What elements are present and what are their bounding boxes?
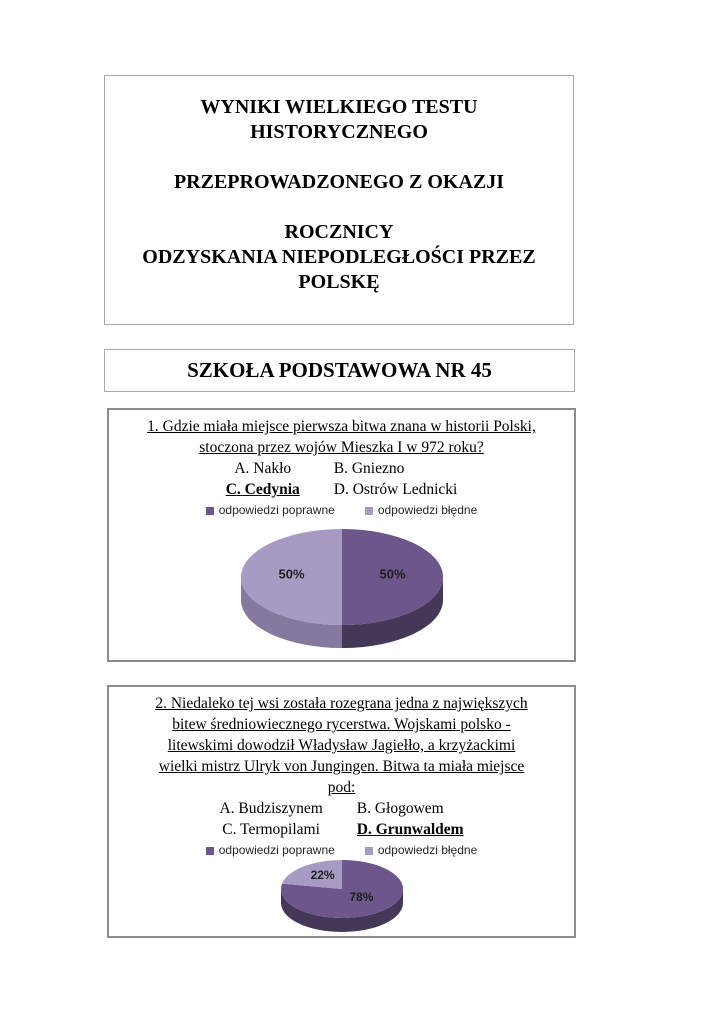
- title-line: PRZEPROWADZONEGO Z OKAZJI: [173, 171, 505, 193]
- question-line: stoczona przez wojów Mieszka I w 972 rok…: [199, 439, 484, 456]
- chart-2-area: 78% 22%: [109, 859, 574, 937]
- question-line: pod:: [327, 779, 356, 796]
- pie-slice: [240, 529, 342, 625]
- chart-1-area: 50% 50%: [109, 527, 574, 651]
- pie-value-label: 78%: [349, 890, 373, 904]
- question-line: bitew średniowiecznego rycerstwa. Wojska…: [172, 716, 511, 733]
- legend-item-wrong: odpowiedzi błędne: [364, 500, 478, 521]
- legend-label-correct: odpowiedzi poprawne: [218, 503, 335, 517]
- pie-chart-question-2: 78% 22%: [280, 860, 403, 932]
- legend-label-wrong: odpowiedzi błędne: [377, 503, 478, 517]
- legend-item-wrong: odpowiedzi błędne: [364, 840, 478, 861]
- question-2-box: 2. Niedaleko tej wsi została rozegrana j…: [107, 685, 576, 938]
- title-line: ODZYSKANIA NIEPODLEGŁOŚCI PRZEZ: [142, 246, 536, 268]
- legend-swatch-correct: [205, 846, 214, 855]
- chart-1-legend: odpowiedzi poprawne odpowiedzi błędne: [109, 503, 574, 518]
- question-line: wielki mistrz Ulryk von Jungingen. Bitwa…: [158, 758, 525, 775]
- question-2-answers: A. Budziszynem B. Głogowem C. Termopilam…: [219, 798, 463, 840]
- pie-slice: [281, 860, 342, 889]
- answer-option-d: D. Ostrów Lednicki: [333, 481, 458, 498]
- legend-item-correct: odpowiedzi poprawne: [205, 840, 335, 861]
- pie-slice: [341, 577, 443, 648]
- school-name: SZKOŁA PODSTAWOWA NR 45: [187, 358, 492, 382]
- title-line-spacer: [105, 195, 573, 220]
- title-line: POLSKĘ: [298, 271, 380, 293]
- answer-option-b: B. Gniezno: [333, 460, 405, 477]
- legend-swatch-wrong: [364, 846, 373, 855]
- legend-swatch-correct: [205, 506, 214, 515]
- question-1-answers: A. Nakło B. Gniezno C. Cedynia D. Ostrów…: [226, 458, 458, 500]
- pie-slice: [341, 529, 443, 625]
- answer-option-d-correct: D. Grunwaldem: [356, 821, 464, 838]
- pie-value-label: 50%: [379, 567, 405, 582]
- answer-option-a: A. Nakło: [234, 460, 292, 477]
- chart-2-legend: odpowiedzi poprawne odpowiedzi błędne: [109, 843, 574, 858]
- legend-label-wrong: odpowiedzi błędne: [377, 843, 478, 857]
- question-2-text: 2. Niedaleko tej wsi została rozegrana j…: [109, 693, 574, 798]
- answer-option-a: A. Budziszynem: [219, 800, 323, 817]
- pie-slice: [280, 889, 403, 932]
- answer-option-c-correct: C. Cedynia: [225, 481, 300, 498]
- school-name-box: SZKOŁA PODSTAWOWA NR 45: [104, 349, 575, 392]
- question-line: 1. Gdzie miała miejsce pierwsza bitwa zn…: [147, 418, 536, 435]
- question-line: 2. Niedaleko tej wsi została rozegrana j…: [155, 695, 528, 712]
- pie-value-label: 50%: [278, 567, 304, 582]
- pie-slice: [240, 577, 342, 648]
- pie-chart-question-1: 50% 50%: [240, 529, 443, 648]
- title-line-spacer: [105, 145, 573, 170]
- title-line: HISTORYCZNEGO: [250, 121, 428, 143]
- pie-value-label: 22%: [310, 868, 334, 882]
- question-line: litewskimi dowodził Władysław Jagiełło, …: [167, 737, 516, 754]
- pie-slice: [280, 860, 403, 918]
- title-line: ROCZNICY: [284, 221, 394, 243]
- question-1-text: 1. Gdzie miała miejsce pierwsza bitwa zn…: [109, 416, 574, 458]
- legend-swatch-wrong: [364, 506, 373, 515]
- title-line: WYNIKI WIELKIEGO TESTU: [200, 96, 478, 118]
- title-box: WYNIKI WIELKIEGO TESTU HISTORYCZNEGO PRZ…: [104, 75, 574, 325]
- legend-item-correct: odpowiedzi poprawne: [205, 500, 335, 521]
- legend-label-correct: odpowiedzi poprawne: [218, 843, 335, 857]
- question-1-box: 1. Gdzie miała miejsce pierwsza bitwa zn…: [107, 408, 576, 662]
- answer-option-b: B. Głogowem: [356, 800, 444, 817]
- answer-option-c: C. Termopilami: [222, 821, 320, 838]
